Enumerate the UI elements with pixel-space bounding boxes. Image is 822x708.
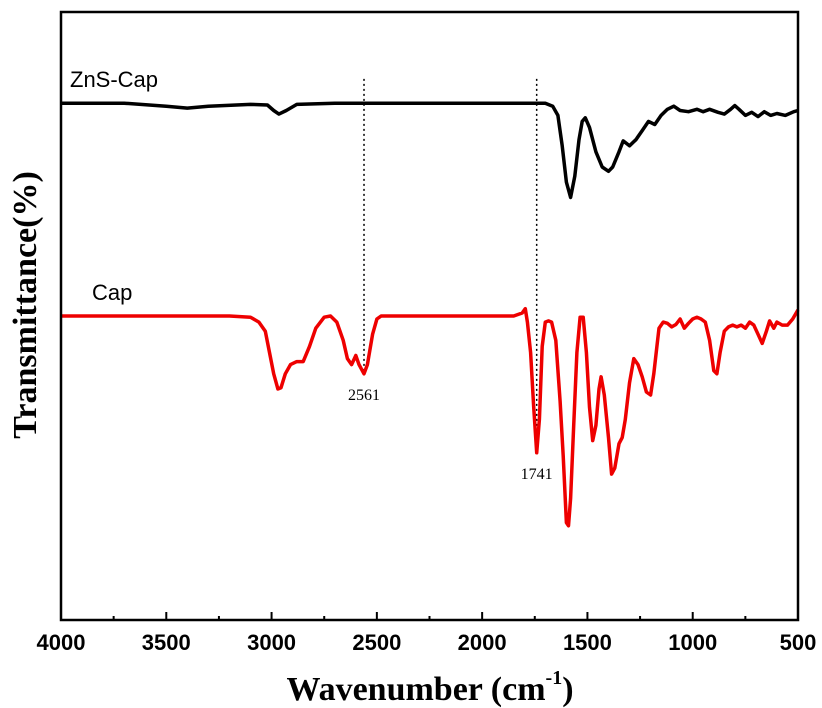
series-label-cap: Cap <box>92 280 132 305</box>
x-axis-ticks: 4000 3500 3000 2500 2000 1500 1000 500 <box>37 612 817 655</box>
series-label-zns-cap: ZnS-Cap <box>70 67 158 92</box>
chart-labels: ZnS-Cap Cap 2561 1741 <box>70 67 553 483</box>
y-axis-label: Transmittance(%) <box>7 171 44 439</box>
x-tick-label: 1000 <box>668 630 717 655</box>
peak-label-1741: 1741 <box>521 466 553 483</box>
x-axis-label: Wavenumber (cm-1) <box>286 667 573 708</box>
x-tick-label: 3000 <box>247 630 296 655</box>
x-tick-label: 2000 <box>458 630 507 655</box>
x-tick-label: 500 <box>780 630 817 655</box>
x-tick-label: 2500 <box>352 630 401 655</box>
x-tick-label: 1500 <box>563 630 612 655</box>
x-tick-label: 4000 <box>37 630 86 655</box>
x-axis-label-close: ) <box>562 671 573 708</box>
series-line-cap <box>61 306 800 528</box>
peak-label-2561: 2561 <box>348 387 380 404</box>
x-axis-label-sup: -1 <box>546 667 563 689</box>
series-layer <box>61 101 800 528</box>
x-axis-label-main: Wavenumber (cm <box>286 671 545 708</box>
guide-lines <box>363 78 538 453</box>
series-line-zns-cap <box>61 101 799 200</box>
x-tick-label: 3500 <box>142 630 191 655</box>
